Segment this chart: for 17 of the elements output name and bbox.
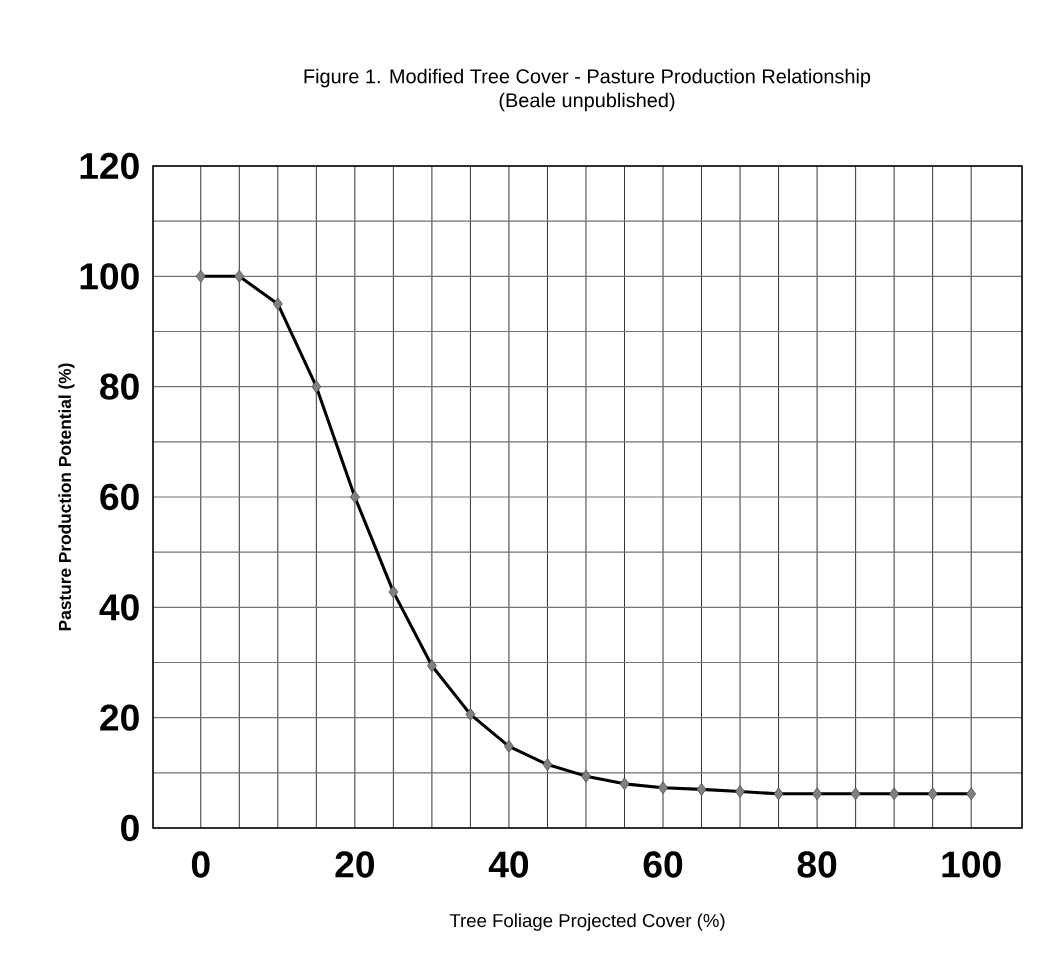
x-axis-title: Tree Foliage Projected Cover (%) <box>449 913 725 931</box>
x-tick-label: 80 <box>797 851 837 878</box>
chart-title: Figure 1. Modified Tree Cover - Pasture Production Relationship <box>304 68 871 88</box>
y-tick-label: 120 <box>80 152 139 180</box>
y-tick-label: 100 <box>80 263 139 290</box>
y-tick-label: 20 <box>100 704 139 731</box>
x-tick-label: 60 <box>643 851 683 878</box>
chart-subtitle: (Beale unpublished) <box>499 92 675 112</box>
y-tick-label: 0 <box>121 814 139 842</box>
x-tick-label: 100 <box>942 851 1001 878</box>
y-axis-title: Pasture Production Potential (%) <box>58 363 75 631</box>
x-tick-label: 40 <box>488 851 529 878</box>
y-tick-label: 40 <box>99 594 139 621</box>
x-tick-label: 0 <box>191 851 210 878</box>
y-tick-label: 60 <box>100 483 139 511</box>
y-tick-label: 80 <box>100 373 139 400</box>
x-tick-label: 20 <box>335 851 375 878</box>
